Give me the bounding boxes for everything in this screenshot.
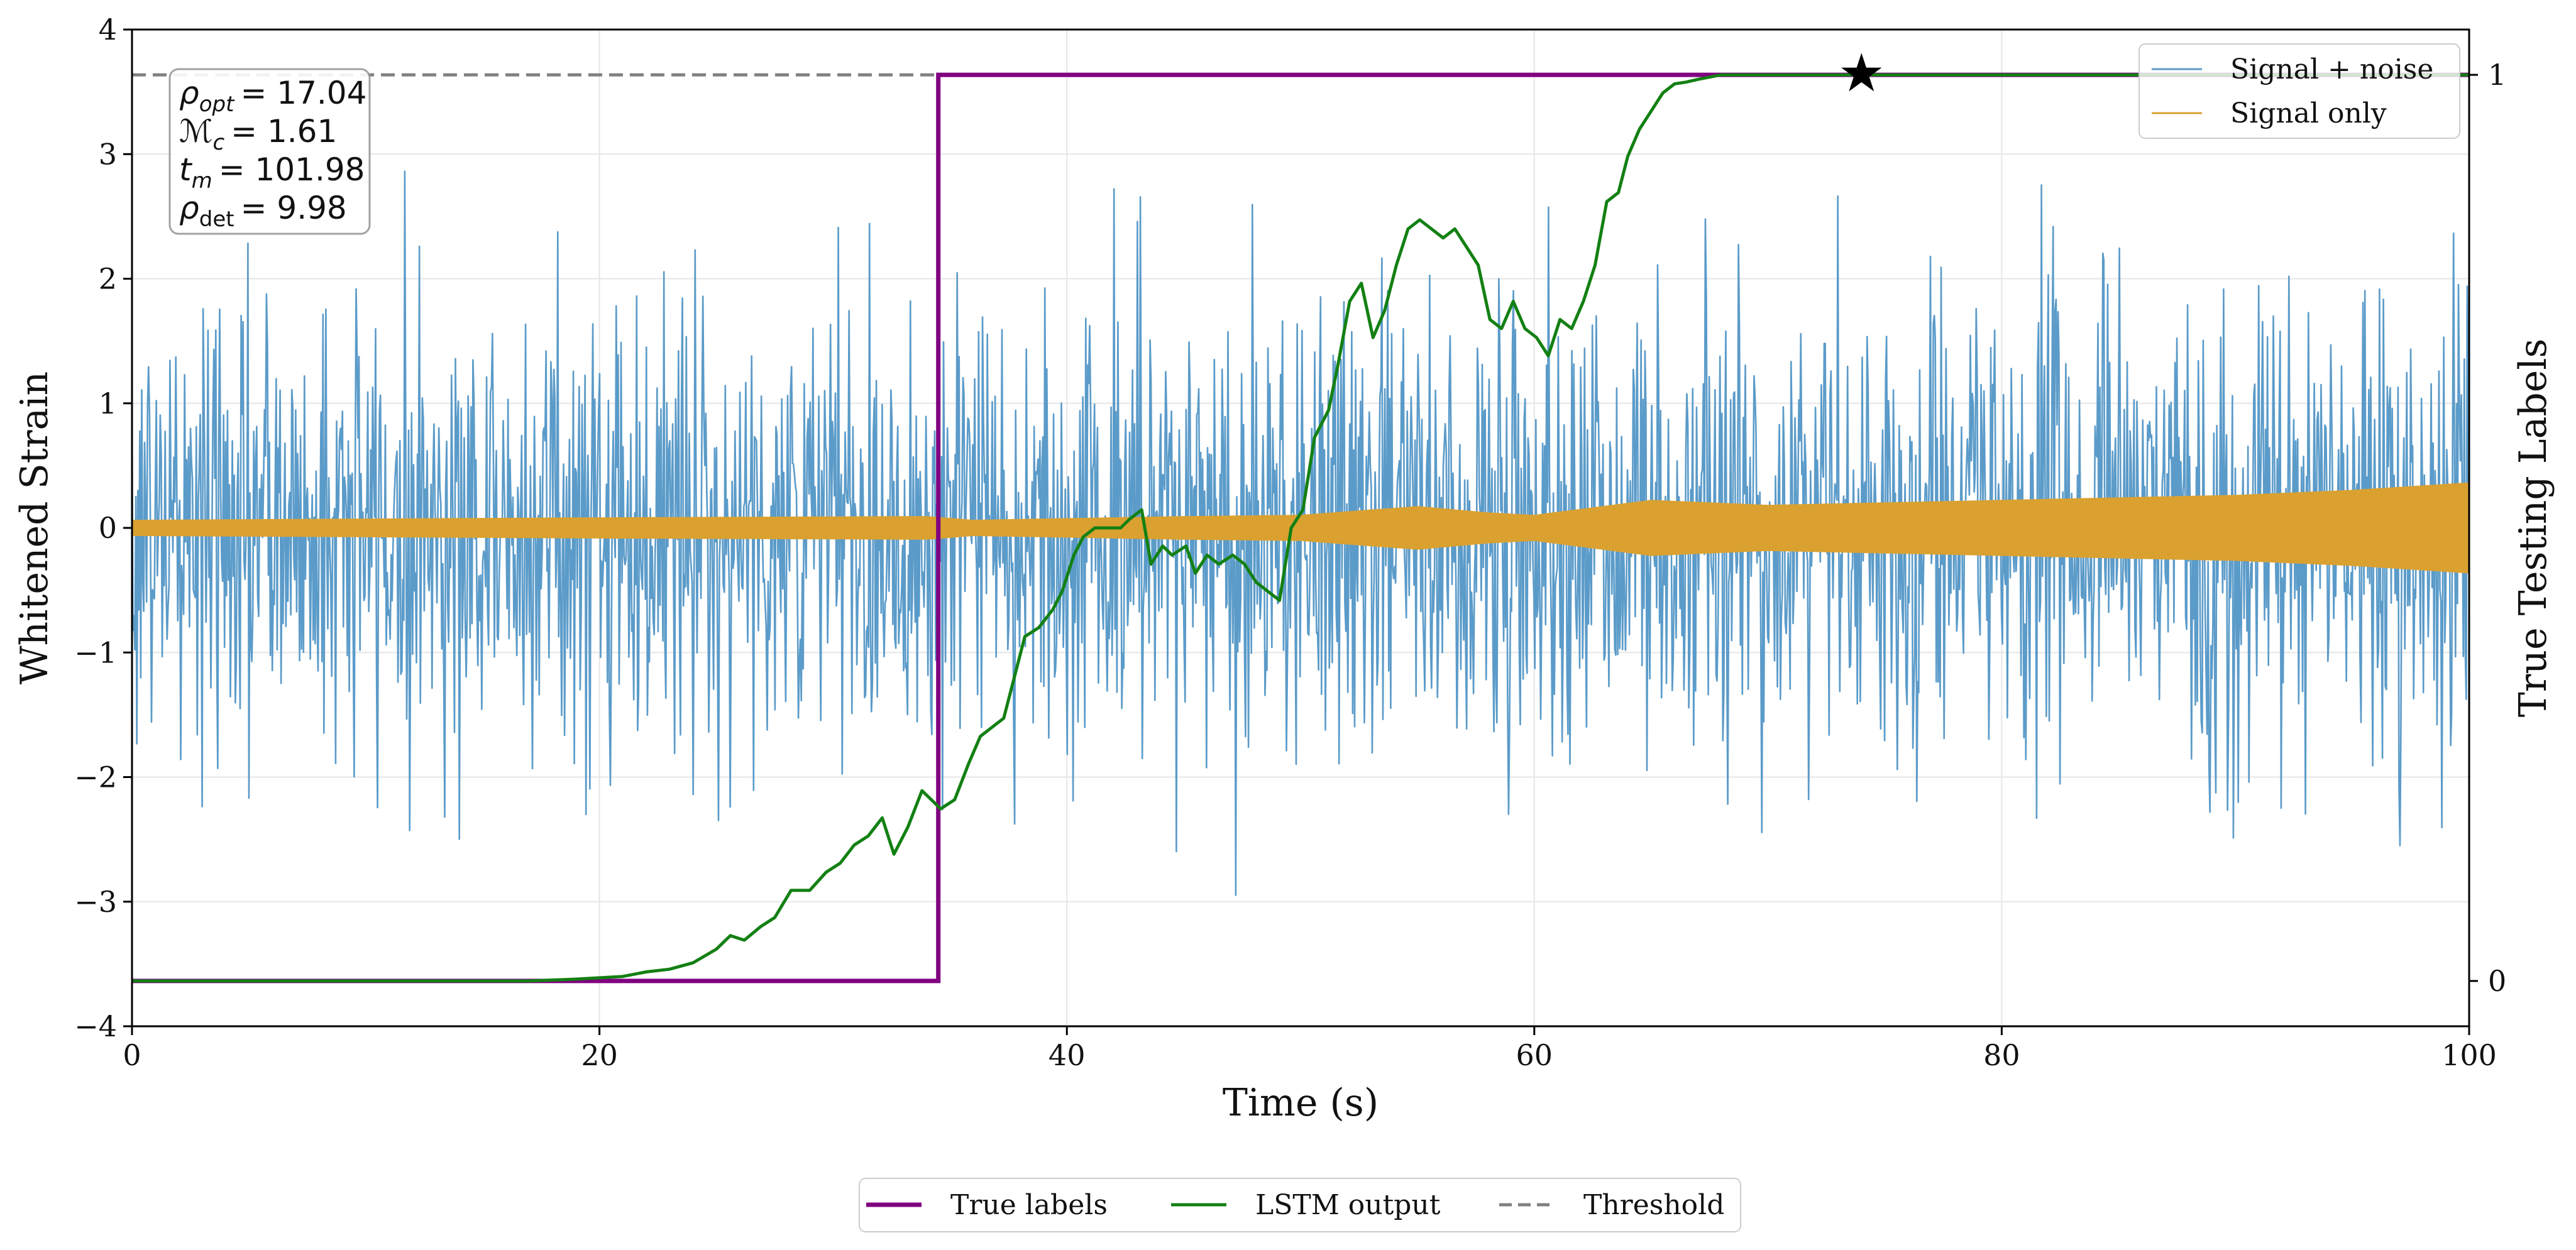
legend-lower-label: Threshold: [1583, 1189, 1724, 1221]
axis-titles: Time (s) Whitened Strain True Testing Labe…: [13, 339, 2555, 1125]
parameter-value: = 101.98: [219, 151, 365, 188]
parameter-symbol: ℳ: [179, 113, 212, 150]
lstm-output-line: [132, 73, 2469, 983]
detection-marker: ★: [1838, 42, 1885, 104]
y-tick-label-left: 1: [99, 387, 117, 420]
y-tick-label-left: −2: [74, 760, 117, 794]
legend-upper-label: Signal + noise: [2230, 53, 2433, 85]
x-tick-label: 0: [123, 1038, 141, 1072]
parameter-value: = 1.61: [231, 113, 337, 150]
legend-upper-label: Signal only: [2230, 97, 2387, 129]
x-tick-label: 60: [1516, 1038, 1553, 1072]
y-tick-label-left: 2: [99, 262, 117, 296]
parameter-subscript: det: [199, 207, 234, 232]
parameter-value: = 17.04: [240, 75, 366, 111]
series-signal-plus-noise: [132, 170, 2469, 896]
legend-upper-frame: [2138, 43, 2460, 139]
y-tick-label-left: −3: [74, 885, 117, 919]
y-tick-label-left: 3: [99, 137, 117, 171]
y-tick-label-left: 4: [99, 13, 117, 47]
parameter-subscript: opt: [199, 92, 235, 117]
legend-lower-label: True labels: [950, 1189, 1108, 1221]
parameter-line: tm = 101.98: [179, 151, 365, 194]
x-tick-label: 80: [1983, 1038, 2020, 1072]
parameter-line: ρopt = 17.04: [179, 75, 366, 117]
y-tick-label-left: −1: [74, 635, 117, 669]
star-marker: ★: [1838, 42, 1885, 104]
parameter-subscript: c: [212, 130, 224, 155]
y-tick-label-left: −4: [74, 1009, 117, 1043]
x-tick-label: 20: [581, 1038, 618, 1072]
y-tick-label-right: 0: [2488, 964, 2506, 998]
y-axis-title-right: True Testing Labels: [2511, 339, 2555, 718]
parameter-subscript: m: [192, 168, 212, 194]
x-tick-label: 100: [2441, 1038, 2497, 1072]
y-tick-label-right: 1: [2488, 58, 2506, 92]
y-tick-label-left: 0: [99, 511, 117, 545]
x-tick-label: 40: [1049, 1038, 1086, 1072]
parameter-box-frame: [168, 68, 371, 235]
legend-lower-label: LSTM output: [1255, 1189, 1441, 1221]
parameter-symbol: ρ: [179, 75, 199, 111]
y-axis-title-left: Whitened Strain: [13, 371, 57, 684]
legend-lower-frame: [859, 1178, 1741, 1232]
legend-lower: True labels LSTM output Threshold: [859, 1178, 1741, 1232]
legend-upper: Signal + noise Signal only: [2138, 43, 2460, 139]
parameter-symbol: ρ: [179, 190, 199, 226]
series-lstm-output: [132, 73, 2469, 983]
parameter-symbol: t: [179, 151, 193, 188]
signal-plus-noise-line: [132, 170, 2469, 896]
parameter-line: ρdet = 9.98: [179, 190, 347, 232]
parameter-line: ℳc = 1.61: [179, 113, 337, 155]
parameter-value: = 9.98: [241, 190, 347, 226]
x-axis-title: Time (s): [1223, 1081, 1379, 1125]
